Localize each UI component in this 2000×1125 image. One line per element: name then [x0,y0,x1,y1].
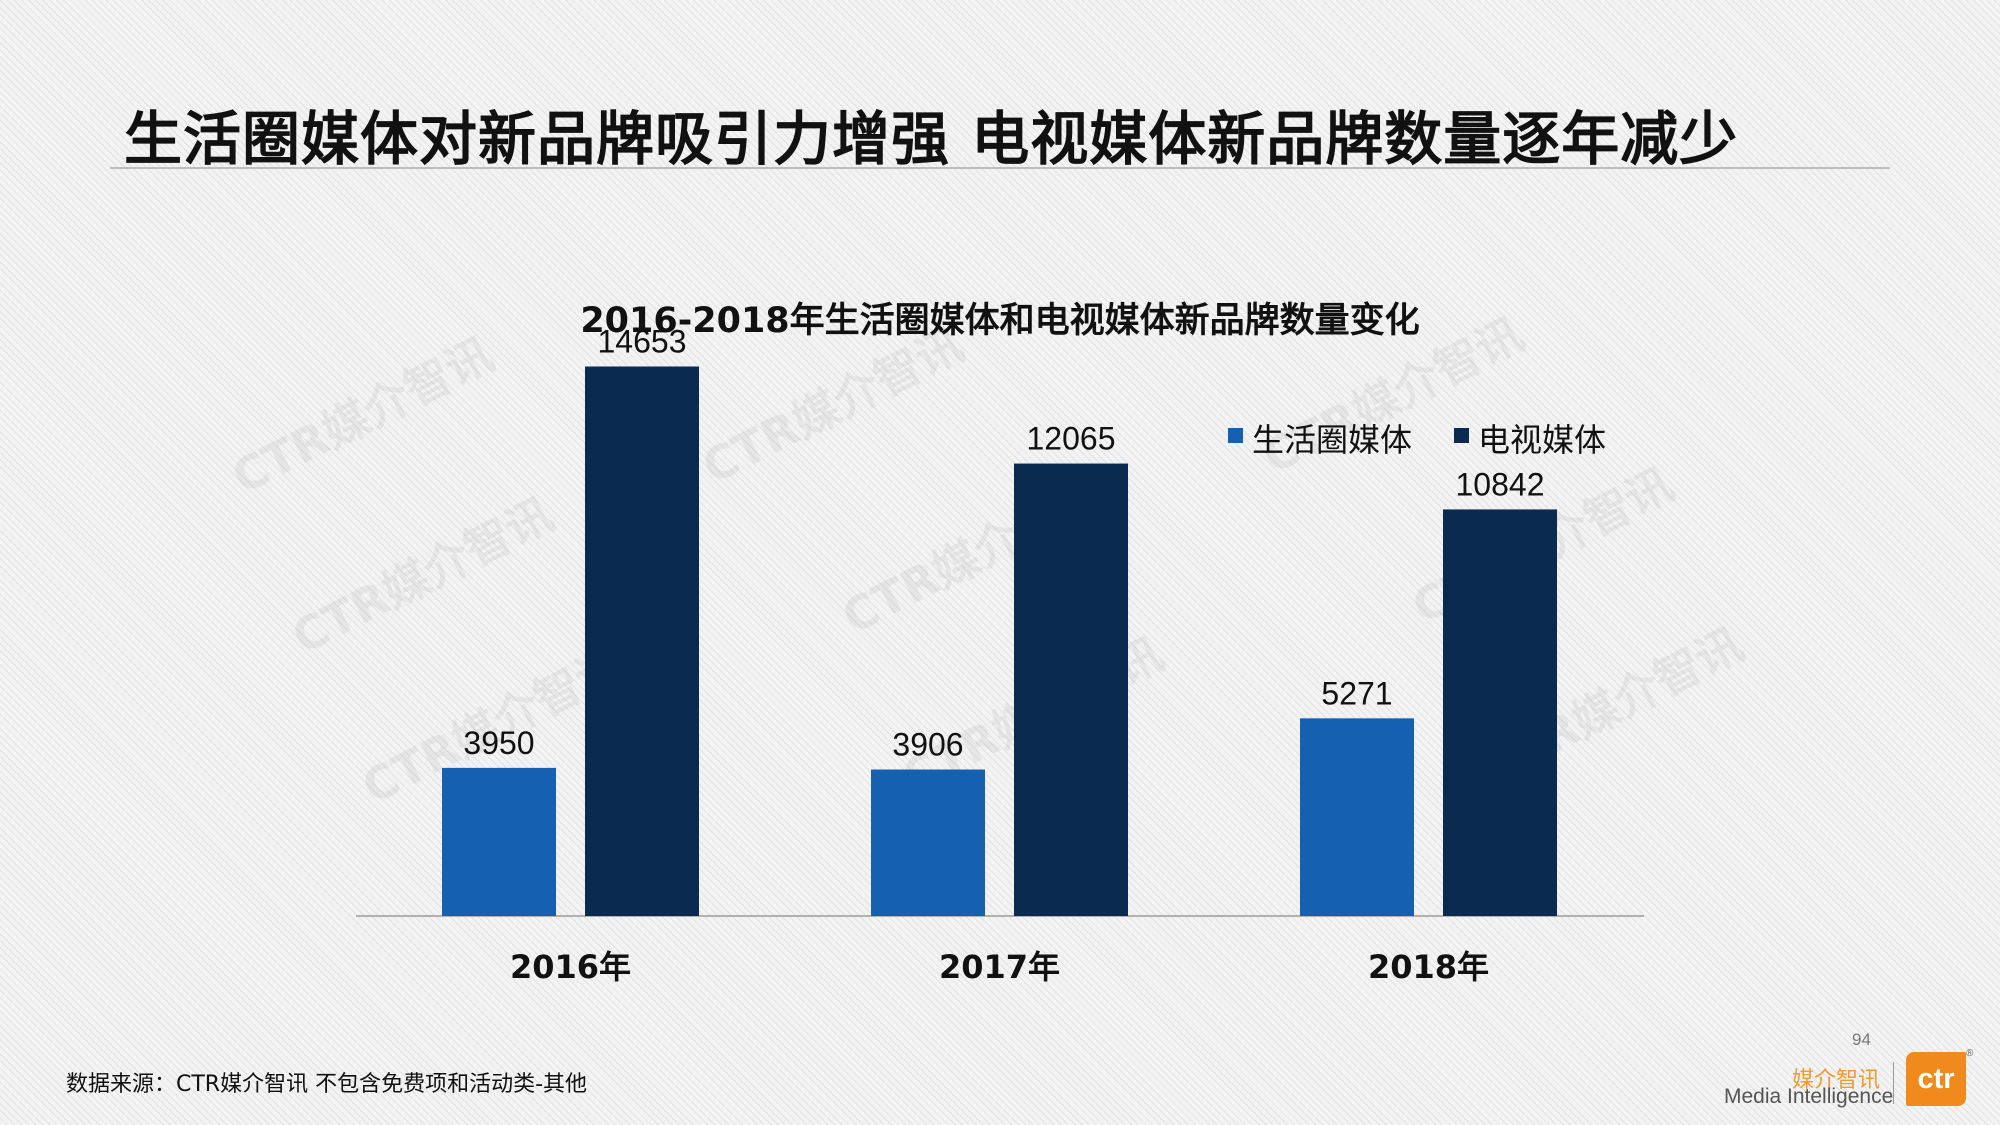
data-label: 3950 [463,725,534,761]
data-label: 12065 [1027,421,1116,457]
ctr-logo-icon: ctr [1906,1052,1966,1106]
legend-swatch [1454,428,1469,443]
data-label: 3906 [892,727,963,763]
data-label: 10842 [1456,466,1545,502]
slide-title: 生活圈媒体对新品牌吸引力增强 电视媒体新品牌数量逐年减少 [124,105,1739,173]
watermark-text: CTR媒介智讯 [224,327,502,504]
bar [1014,463,1128,916]
registered-mark: ® [1966,1048,1974,1059]
logo-divider [1893,1062,1894,1104]
bar [1300,718,1414,916]
logo-chinese-text: 媒介智讯 [1792,1068,1881,1093]
title-divider [110,167,1890,169]
x-tick-label: 2016年 [510,948,631,986]
legend-label: 电视媒体 [1478,421,1606,459]
data-label: 5271 [1321,675,1392,711]
source-note: 数据来源：CTR媒介智讯 不包含免费项和活动类-其他 [66,1072,588,1097]
data-label: 14653 [598,324,687,360]
legend-label: 生活圈媒体 [1252,421,1412,459]
chart-title: 2016-2018年生活圈媒体和电视媒体新品牌数量变化 [580,301,1420,341]
bar [442,767,556,916]
bar [871,769,985,916]
bar [1443,509,1557,916]
legend-swatch [1228,428,1243,443]
x-tick-label: 2017年 [939,948,1060,986]
watermark-text: CTR媒介智讯 [284,487,562,664]
logo-english-text: Media Intelligence [1724,1085,1894,1108]
bar [585,366,699,916]
watermark-text: CTR媒介智讯 [694,317,972,494]
page-number: 94 [1852,1030,1871,1049]
x-tick-label: 2018年 [1368,948,1489,986]
